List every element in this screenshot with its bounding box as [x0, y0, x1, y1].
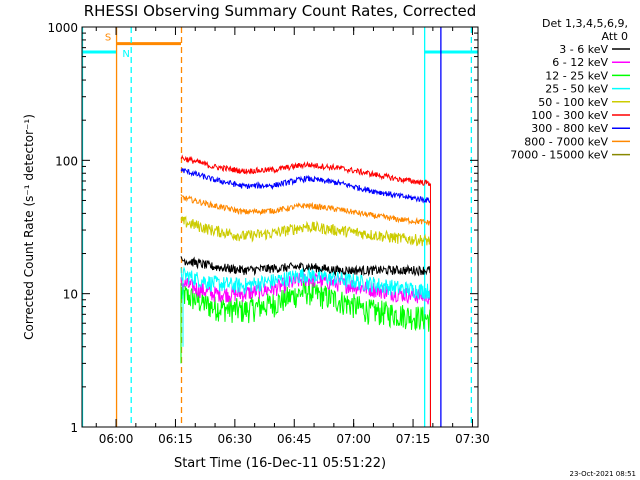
series-group: [180, 154, 431, 427]
state-bar-label: N: [122, 49, 129, 60]
plot-frame: [81, 26, 479, 428]
y-tick-label: 1: [70, 421, 78, 435]
instrument-state-bars: SN: [82, 33, 478, 60]
series-line: [180, 256, 431, 277]
chart-title: RHESSI Observing Summary Count Rates, Co…: [84, 2, 477, 20]
x-tick-label: 07:15: [396, 432, 431, 446]
x-tick-label: 07:30: [455, 432, 490, 446]
footer-date: 23-Oct-2021 08:51: [570, 470, 636, 478]
legend-entry-label: 800 - 7000 keV: [524, 135, 608, 148]
x-tick-label: 06:00: [99, 432, 134, 446]
x-axis-label: Start Time (16-Dec-11 05:51:22): [174, 456, 386, 471]
state-bar-label: S: [105, 33, 111, 44]
legend-header-2: Att 0: [602, 30, 628, 43]
series-line: [180, 194, 431, 226]
legend-entry-label: 6 - 12 keV: [552, 56, 608, 69]
y-tick-label: 100: [55, 154, 78, 168]
legend-entry-label: 50 - 100 keV: [538, 96, 608, 109]
y-tick-label: 1000: [47, 21, 78, 35]
x-tick-label: 06:30: [218, 432, 253, 446]
x-tick-label: 07:00: [336, 432, 371, 446]
legend-entry-label: 25 - 50 keV: [545, 83, 608, 96]
series-line: [180, 167, 431, 204]
x-tick-label: 06:15: [158, 432, 193, 446]
series-line: [180, 154, 431, 187]
state-boundary-lines: [81, 27, 473, 427]
legend-entry-label: 100 - 300 keV: [531, 109, 608, 122]
legend-entry-label: 3 - 6 keV: [559, 43, 608, 56]
x-tick-label: 06:45: [277, 432, 312, 446]
legend-header-1: Det 1,3,4,5,6,9,: [542, 17, 628, 30]
y-axis-label: Corrected Count Rate (s⁻¹ detector⁻¹): [22, 114, 36, 340]
y-axis: 1 10 100 1000: [47, 21, 478, 435]
series-line: [180, 215, 431, 247]
legend-entry-label: 12 - 25 keV: [545, 69, 608, 82]
y-tick-label: 10: [63, 288, 78, 302]
series-line: [180, 266, 431, 300]
legend-entry-label: 300 - 800 keV: [531, 122, 608, 135]
legend-entry-label: 7000 - 15000 keV: [510, 149, 608, 162]
x-axis: 06:00 06:15 06:30 06:45 07:00 07:15 07:30: [95, 27, 490, 446]
